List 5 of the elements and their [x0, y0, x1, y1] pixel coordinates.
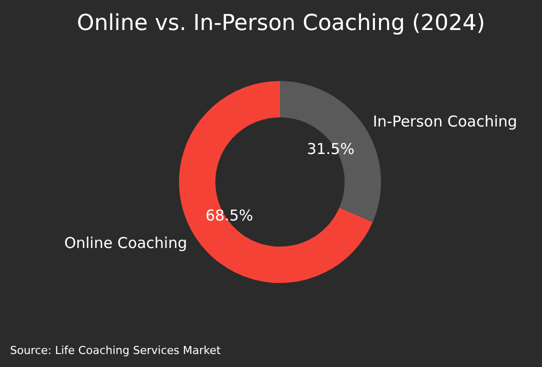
- slice-label: Online Coaching: [64, 234, 188, 252]
- chart-title: Online vs. In-Person Coaching (2024): [76, 11, 486, 36]
- source-note: Source: Life Coaching Services Market: [10, 344, 222, 357]
- data-label: 31.5%: [306, 140, 354, 158]
- slice-label: In-Person Coaching: [372, 112, 518, 130]
